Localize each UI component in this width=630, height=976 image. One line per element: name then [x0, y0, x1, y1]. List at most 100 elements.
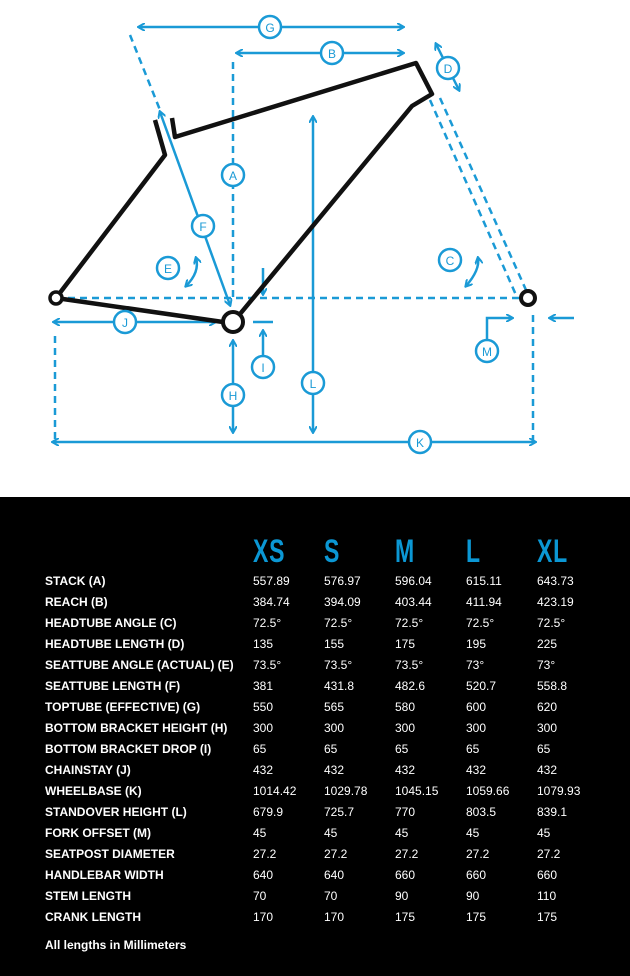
cell-value: 550 — [253, 700, 274, 714]
table-row: SEATTUBE LENGTH (F) 381 431.8 482.6 520.7 558… — [0, 676, 630, 697]
cell-value: 558.8 — [537, 679, 568, 693]
cell-value: 660 — [537, 868, 558, 882]
cell-value: 300 — [537, 721, 558, 735]
bike-frame — [54, 60, 435, 325]
label-circle-a — [220, 162, 246, 188]
cell-value: 110 — [537, 889, 557, 903]
cell-value: 411.94 — [466, 595, 502, 609]
cell-value: 195 — [466, 637, 487, 651]
row-label: HANDLEBAR WIDTH — [45, 868, 164, 882]
cell-value: 381 — [253, 679, 274, 693]
cell-value: 640 — [253, 868, 274, 882]
cell-value: 557.89 — [253, 574, 290, 588]
label-circle-f — [190, 213, 216, 239]
cell-value: 620 — [537, 700, 558, 714]
cell-value: 27.2 — [395, 847, 419, 861]
label-circle-b — [319, 40, 345, 66]
cell-value: 679.9 — [253, 805, 284, 819]
cell-value: 45 — [466, 826, 480, 840]
table-row: FORK OFFSET (M) 45 45 45 45 45 — [0, 823, 630, 844]
cell-value: 65 — [253, 742, 267, 756]
cell-value: 175 — [395, 910, 416, 924]
cell-value: 175 — [537, 910, 558, 924]
label-l: L — [310, 377, 317, 391]
cell-value: 643.73 — [537, 574, 574, 588]
table-row: HEADTUBE ANGLE (C) 72.5° 72.5° 72.5° 72.5° 72… — [0, 613, 630, 634]
cell-value: 1045.15 — [395, 784, 439, 798]
cell-value: 73.5° — [395, 658, 424, 672]
label-i: I — [261, 361, 264, 375]
cell-value: 155 — [324, 637, 345, 651]
cell-value: 175 — [466, 910, 487, 924]
cell-value: 90 — [395, 889, 409, 903]
table-row: STANDOVER HEIGHT (L) 679.9 725.7 770 803.5 83… — [0, 802, 630, 823]
cell-value: 73.5° — [324, 658, 353, 672]
row-label: WHEELBASE (K) — [45, 784, 142, 798]
row-label: STACK (A) — [45, 574, 106, 588]
cell-value: 72.5° — [466, 616, 495, 630]
table-row: CRANK LENGTH 170 170 175 175 175 — [0, 907, 630, 928]
cell-value: 72.5° — [253, 616, 282, 630]
table-row: HEADTUBE LENGTH (D) 135 155 175 195 225 — [0, 634, 630, 655]
angle-c-arc — [466, 258, 478, 286]
cell-value: 27.2 — [537, 847, 561, 861]
label-circle-k — [407, 429, 433, 455]
row-label: SEATTUBE ANGLE (ACTUAL) (E) — [45, 658, 234, 672]
label-f: F — [199, 220, 206, 234]
table-row: REACH (B) 384.74 394.09 403.44 411.94 423.19 — [0, 592, 630, 613]
cell-value: 65 — [395, 742, 409, 756]
label-a: A — [229, 169, 237, 183]
cell-value: 73° — [537, 658, 556, 672]
cell-value: 839.1 — [537, 805, 568, 819]
geometry-table: XS S M L XL STACK (A) 557.89 576.97 596.04 615.1… — [0, 497, 630, 976]
cell-value: 65 — [466, 742, 480, 756]
cell-value: 394.09 — [324, 595, 361, 609]
cell-value: 431.8 — [324, 679, 355, 693]
cell-value: 45 — [395, 826, 409, 840]
label-d: D — [444, 62, 453, 76]
row-label: TOPTUBE (EFFECTIVE) (G) — [45, 700, 201, 714]
row-label: SEATPOST DIAMETER — [45, 847, 175, 861]
row-label: BOTTOM BRACKET DROP (I) — [45, 742, 212, 756]
row-label: STANDOVER HEIGHT (L) — [45, 805, 187, 819]
cell-value: 770 — [395, 805, 416, 819]
cell-value: 432 — [324, 763, 345, 777]
row-label: FORK OFFSET (M) — [45, 826, 151, 840]
label-circle-m — [474, 338, 500, 364]
cell-value: 225 — [537, 637, 558, 651]
cell-value: 72.5° — [395, 616, 424, 630]
label-circle-i — [250, 354, 276, 380]
cell-value: 640 — [324, 868, 345, 882]
row-label: HEADTUBE LENGTH (D) — [45, 637, 185, 651]
cell-value: 72.5° — [537, 616, 566, 630]
cell-value: 45 — [537, 826, 551, 840]
table-row: STEM LENGTH 70 70 90 90 110 — [0, 886, 630, 907]
cell-value: 384.74 — [253, 595, 290, 609]
units-footnote: All lengths in Millimeters — [45, 938, 187, 952]
cell-value: 70 — [324, 889, 338, 903]
label-j: J — [122, 316, 128, 330]
cell-value: 175 — [395, 637, 416, 651]
cell-value: 300 — [324, 721, 345, 735]
cell-value: 576.97 — [324, 574, 361, 588]
cell-value: 300 — [395, 721, 416, 735]
table-row: CHAINSTAY (J) 432 432 432 432 432 — [0, 760, 630, 781]
cell-value: 432 — [395, 763, 416, 777]
row-label: HEADTUBE ANGLE (C) — [45, 616, 177, 630]
cell-value: 45 — [324, 826, 338, 840]
table-row: HANDLEBAR WIDTH 640 640 660 660 660 — [0, 865, 630, 886]
table-row: WHEELBASE (K) 1014.42 1029.78 1045.15 1059.6… — [0, 781, 630, 802]
cell-value: 65 — [324, 742, 338, 756]
row-label: STEM LENGTH — [45, 889, 131, 903]
label-e: E — [164, 262, 172, 276]
cell-value: 170 — [324, 910, 345, 924]
cell-value: 1059.66 — [466, 784, 510, 798]
row-label: CHAINSTAY (J) — [45, 763, 131, 777]
label-h: H — [229, 389, 238, 403]
size-header-xl: XL — [537, 533, 568, 569]
dimension-m — [485, 318, 512, 340]
row-label: REACH (B) — [45, 595, 108, 609]
table-row: STACK (A) 557.89 576.97 596.04 615.11 643.73 — [0, 571, 630, 592]
cell-value: 65 — [537, 742, 551, 756]
size-header-xs: XS — [253, 533, 286, 569]
